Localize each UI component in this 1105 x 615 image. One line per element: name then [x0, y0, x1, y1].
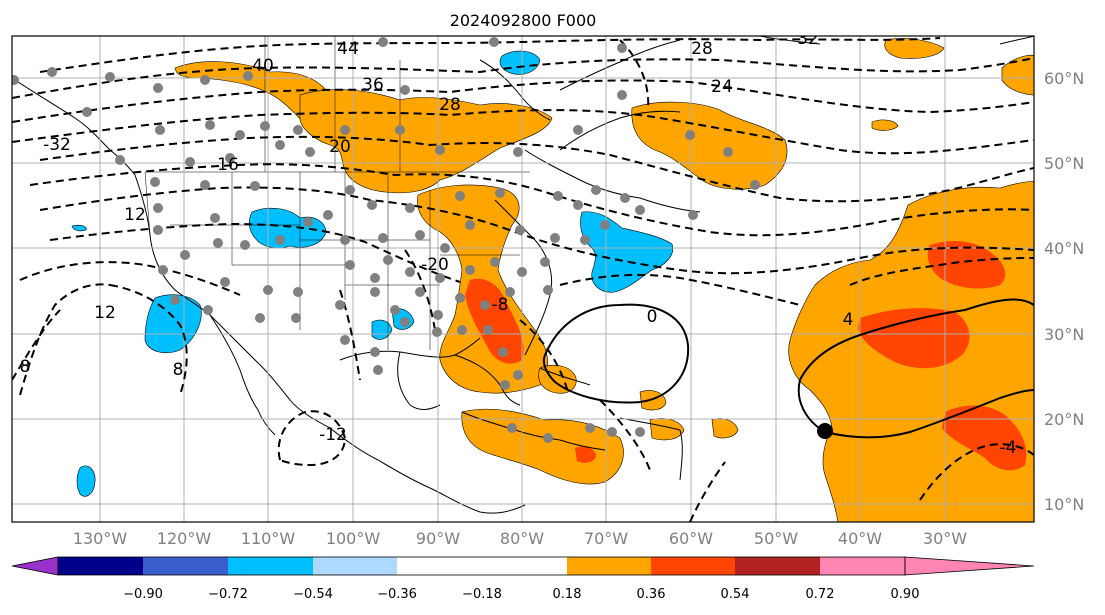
contour-label: 12	[94, 303, 116, 323]
lon-label: 80°W	[500, 529, 544, 548]
lat-label: 10°N	[1044, 495, 1084, 514]
contour-labels: 44 40 36 32 28 28 24 20 16 12 12 8 8 4 0…	[20, 29, 1017, 458]
colorbar-low-extension	[11, 556, 59, 576]
contour-label: 36	[362, 75, 384, 95]
contour-label: -8	[492, 295, 509, 315]
latitude-axis-labels: 60°N 50°N 40°N 30°N 20°N 10°N	[1044, 69, 1084, 514]
colorbar-segment	[735, 557, 820, 575]
lon-label: 60°W	[669, 529, 713, 548]
contour-label: 12	[124, 205, 146, 225]
lat-label: 40°N	[1044, 239, 1084, 258]
lat-label: 30°N	[1044, 325, 1084, 344]
dashed-contours	[12, 37, 1034, 522]
colorbar-tick-labels: −0.90 −0.72 −0.54 −0.36 −0.18 0.18 0.36 …	[123, 587, 919, 602]
lon-label: 70°W	[584, 529, 628, 548]
colorbar	[11, 556, 1035, 576]
contour-label: 32	[797, 29, 819, 49]
colorbar-tick-label: 0.90	[891, 587, 920, 602]
map-title: 2024092800 F000	[450, 11, 597, 30]
lat-label: 50°N	[1044, 154, 1084, 173]
colorbar-segment	[820, 557, 905, 575]
colorbar-high-extension	[904, 556, 1035, 576]
lon-label: 30°W	[923, 529, 967, 548]
contour-label: 28	[439, 95, 461, 115]
contour-label: 28	[691, 39, 713, 59]
lon-label: 50°W	[754, 529, 798, 548]
map-frame	[11, 35, 1035, 523]
map-panel: 44 40 36 32 28 28 24 20 16 12 12 8 8 4 0…	[12, 29, 1034, 522]
lon-label: 40°W	[838, 529, 882, 548]
contour-label: 20	[329, 137, 351, 157]
colorbar-tick-label: 0.36	[637, 587, 666, 602]
colorbar-segment	[58, 557, 143, 575]
contour-label: 0	[647, 307, 658, 327]
colorbar-tick-label: −0.36	[377, 587, 417, 602]
colorbar-segment	[313, 557, 397, 575]
contour-label: 8	[20, 357, 31, 377]
contour-label: -32	[43, 135, 71, 155]
lon-label: 90°W	[416, 529, 460, 548]
colorbar-tick-label: 0.54	[721, 587, 750, 602]
contour-label: 24	[711, 77, 733, 97]
center-marker	[817, 423, 833, 439]
lon-label: 120°W	[157, 529, 212, 548]
contour-label: 8	[173, 360, 184, 380]
colorbar-segment	[482, 557, 567, 575]
lat-lon-gridlines	[12, 36, 1034, 522]
colorbar-tick-label: −0.72	[208, 587, 248, 602]
lat-label: 20°N	[1044, 410, 1084, 429]
colorbar-segment	[651, 557, 735, 575]
lon-label: 130°W	[73, 529, 128, 548]
contour-label: 44	[337, 39, 359, 59]
colorbar-segment	[397, 557, 482, 575]
colorbar-tick-label: 0.72	[806, 587, 835, 602]
lat-label: 60°N	[1044, 69, 1084, 88]
colorbar-segment	[228, 557, 313, 575]
lon-label: 110°W	[241, 529, 296, 548]
lon-label: 100°W	[326, 529, 381, 548]
contour-label: 16	[217, 155, 239, 175]
colorbar-tick-label: −0.54	[293, 587, 333, 602]
solid-zero-contours	[542, 298, 1034, 439]
colorbar-segment	[567, 557, 651, 575]
colorbar-segment	[143, 557, 228, 575]
longitude-axis-labels: 130°W 120°W 110°W 100°W 90°W 80°W 70°W 6…	[73, 529, 967, 548]
contour-label: -20	[421, 255, 449, 275]
contour-label: 40	[252, 56, 274, 76]
colorbar-tick-label: 0.18	[553, 587, 582, 602]
contour-label: 4	[843, 310, 854, 330]
positive-anomaly-shading	[174, 38, 1034, 522]
colorbar-tick-label: −0.90	[123, 587, 163, 602]
colorbar-tick-label: −0.18	[462, 587, 502, 602]
contour-label: -12	[319, 425, 347, 445]
station-dots	[12, 37, 760, 443]
contour-label: -4	[1000, 438, 1017, 458]
